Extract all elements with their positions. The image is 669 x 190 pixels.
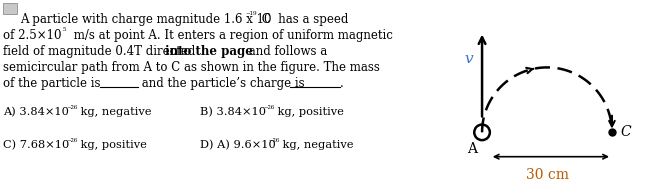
Text: 30 cm: 30 cm: [526, 168, 569, 182]
Text: .: .: [340, 77, 344, 90]
Text: ⁻¹⁹: ⁻¹⁹: [245, 11, 256, 20]
Text: of the particle is: of the particle is: [3, 77, 100, 90]
Text: C) 7.68×10: C) 7.68×10: [3, 140, 70, 150]
Text: semicircular path from A to C as shown in the figure. The mass: semicircular path from A to C as shown i…: [3, 61, 380, 74]
Text: of 2.5×10: of 2.5×10: [3, 29, 62, 42]
Text: C  has a speed: C has a speed: [258, 13, 349, 26]
Text: into the page: into the page: [165, 45, 253, 58]
Text: kg, negative: kg, negative: [77, 107, 151, 117]
Text: D) A) 9.6×10: D) A) 9.6×10: [200, 140, 276, 150]
Text: field of magnitude 0.4T directed: field of magnitude 0.4T directed: [3, 45, 199, 58]
Text: A) 3.84×10: A) 3.84×10: [3, 107, 69, 117]
Text: B) 3.84×10: B) 3.84×10: [200, 107, 266, 117]
Bar: [3, 3, 17, 14]
Text: A particle with charge magnitude 1.6 x 10: A particle with charge magnitude 1.6 x 1…: [20, 13, 272, 26]
Text: ⁻²⁶: ⁻²⁶: [66, 105, 78, 114]
Text: ⁻²⁶: ⁻²⁶: [66, 138, 78, 147]
Text: ⁻²⁶: ⁻²⁶: [263, 105, 274, 114]
Text: kg, positive: kg, positive: [274, 107, 344, 117]
Text: A: A: [468, 142, 478, 156]
Text: and the particle’s charge is: and the particle’s charge is: [138, 77, 304, 90]
Text: kg, positive: kg, positive: [77, 140, 147, 150]
Text: v: v: [464, 52, 473, 66]
Text: m/s at point A. It enters a region of uniform magnetic: m/s at point A. It enters a region of un…: [70, 29, 393, 42]
Text: ⁻²⁶: ⁻²⁶: [268, 138, 280, 147]
Text: kg, negative: kg, negative: [279, 140, 353, 150]
Text: and follows a: and follows a: [245, 45, 327, 58]
Text: ⁵: ⁵: [63, 27, 66, 36]
Text: C: C: [620, 125, 631, 139]
